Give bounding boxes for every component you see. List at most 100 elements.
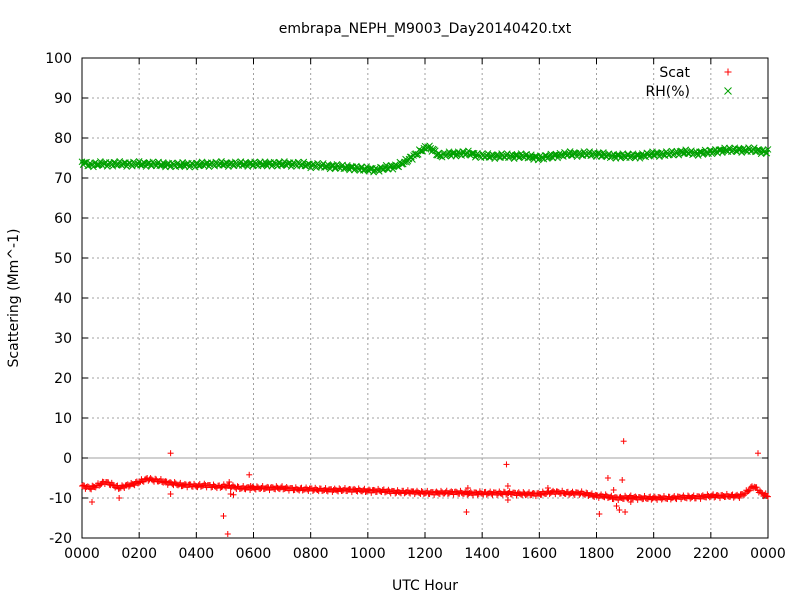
- y-tick-label: 70: [54, 171, 72, 187]
- scat-point: [753, 484, 760, 491]
- legend-marker: [724, 68, 732, 76]
- scat-point: [583, 489, 590, 496]
- x-tick-label: 0000: [750, 546, 786, 562]
- y-tick-label: -10: [49, 491, 72, 507]
- scat-outlier-point: [230, 491, 237, 498]
- scat-outlier-point: [463, 509, 470, 515]
- scat-point: [201, 480, 208, 487]
- scat-point: [136, 479, 143, 486]
- scat-outlier-point: [167, 450, 174, 457]
- x-tick-label: 2200: [693, 546, 729, 562]
- rh-point: [511, 151, 519, 159]
- data-points: [78, 142, 772, 537]
- x-axis-title: UTC Hour: [392, 578, 458, 594]
- y-tick-label: 100: [45, 51, 72, 67]
- scat-point: [520, 489, 527, 496]
- x-tick-label: 1200: [407, 546, 443, 562]
- rh-point: [191, 163, 199, 171]
- scat-outlier-point: [504, 497, 511, 503]
- legend-marker: [724, 87, 732, 95]
- scat-point: [736, 494, 743, 501]
- x-tick-label: 0600: [236, 546, 272, 562]
- x-tick-label: 1000: [350, 546, 386, 562]
- scat-point: [576, 491, 583, 498]
- scat-point: [309, 488, 316, 495]
- scat-point: [322, 485, 329, 492]
- rh-point: [762, 149, 770, 157]
- scat-point: [227, 485, 234, 492]
- scat-point: [632, 493, 639, 500]
- chart-title: embrapa_NEPH_M9003_Day20140420.txt: [279, 21, 572, 37]
- scat-point: [467, 488, 474, 495]
- rh-point: [370, 168, 377, 176]
- scat-point: [283, 483, 290, 490]
- scat-outlier-point: [613, 503, 620, 509]
- scat-point: [392, 490, 399, 497]
- rh-point: [763, 149, 771, 157]
- scat-point: [506, 488, 513, 495]
- scat-point: [240, 483, 247, 490]
- scat-point: [615, 497, 622, 504]
- scat-outlier-point: [224, 531, 231, 537]
- scat-point: [602, 491, 609, 498]
- scat-outlier-point: [596, 511, 603, 517]
- legend-label: Scat: [659, 65, 690, 81]
- scat-point: [125, 483, 132, 490]
- scat-outlier-point: [619, 477, 626, 483]
- scat-point: [758, 489, 765, 496]
- scat-outlier-point: [503, 461, 510, 468]
- scat-point: [763, 493, 770, 500]
- scat-outlier-point: [247, 483, 254, 489]
- scat-outlier-point: [226, 479, 233, 485]
- x-tick-label: 0800: [293, 546, 329, 562]
- scat-point: [716, 495, 723, 502]
- scat-outlier-point: [610, 487, 617, 493]
- scat-point: [745, 488, 752, 495]
- rh-point: [249, 162, 256, 170]
- scat-point: [177, 479, 184, 486]
- scat-outlier-point: [624, 495, 631, 501]
- y-tick-label: 20: [54, 371, 72, 387]
- scat-point: [474, 491, 481, 498]
- scat-outlier-point: [227, 491, 234, 497]
- rh-point: [375, 168, 383, 175]
- legend-label: RH(%): [646, 84, 690, 100]
- rh-point: [399, 160, 407, 168]
- rh-point: [710, 148, 718, 155]
- rh-point: [452, 152, 460, 160]
- scat-point: [746, 487, 753, 494]
- rh-point: [696, 148, 703, 156]
- scat-outlier-point: [116, 495, 123, 501]
- scat-outlier-point: [544, 485, 551, 491]
- scat-point: [131, 482, 138, 489]
- scat-point: [532, 493, 539, 500]
- y-tick-label: 30: [54, 331, 72, 347]
- y-tick-label: 60: [54, 211, 72, 227]
- y-tick-label: 40: [54, 291, 72, 307]
- scat-outlier-point: [627, 499, 634, 505]
- y-tick-label: 80: [54, 131, 72, 147]
- scat-point: [740, 492, 747, 499]
- scat-outlier-point: [246, 471, 253, 478]
- legend: Scat RH(%): [646, 65, 732, 100]
- x-tick-label: 0000: [64, 546, 100, 562]
- grid: [82, 58, 768, 538]
- scat-point: [341, 485, 348, 492]
- rh-point: [750, 144, 758, 152]
- rh-point: [90, 163, 97, 171]
- scat-outlier-point: [620, 438, 627, 445]
- rh-point: [404, 157, 412, 165]
- scat-point: [121, 485, 128, 492]
- scat-outlier-point: [622, 509, 629, 515]
- rh-point: [357, 163, 365, 171]
- rh-point: [624, 151, 631, 158]
- scat-point: [697, 495, 704, 502]
- scat-point: [157, 476, 164, 483]
- y-tick-label: 90: [54, 91, 72, 107]
- scat-outlier-point: [89, 499, 96, 505]
- scat-point: [658, 496, 665, 503]
- y-tick-label: 0: [63, 451, 72, 467]
- scat-point: [684, 492, 691, 499]
- scat-point: [588, 490, 595, 497]
